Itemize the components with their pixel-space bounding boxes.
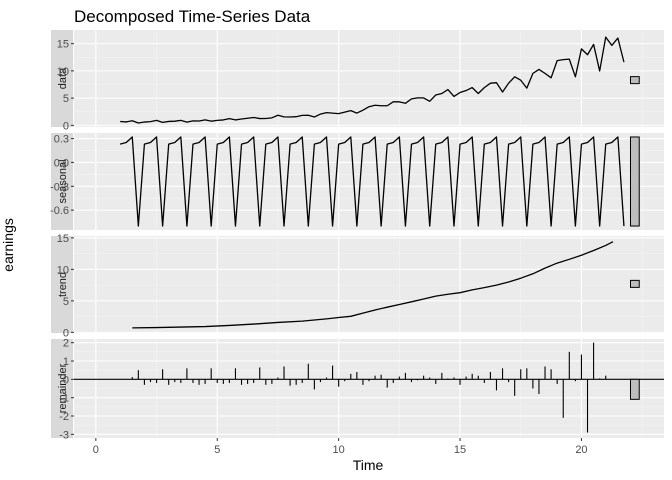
series-line-trend [132,241,614,329]
panel-background [74,133,664,230]
x-axis: 0 5 10 15 20 [93,438,588,456]
series-line-data [120,36,625,124]
chart-title: Decomposed Time-Series Data [74,7,311,26]
y-tick-label: -2 [59,411,69,423]
y-tick-label: 10 [57,264,69,276]
y-tick-label: 15 [57,233,69,245]
strip-remainder [51,339,73,438]
strip-label-data: data [57,67,69,89]
y-tick-label: 0 [63,374,69,386]
x-tick-label: 20 [575,444,587,456]
strip-data [51,30,73,127]
range-bar-seasonal [629,136,640,227]
x-tick-label: 0 [93,444,99,456]
y-tick-label: 5 [63,296,69,308]
y-tick-label: 2 [63,338,69,350]
panel-background [74,236,664,333]
strip-seasonal [51,133,73,230]
range-bar-trend [629,279,640,288]
y-tick-label: -3 [59,429,69,441]
y-tick-label: 15 [57,39,69,51]
panel-data: data 0 5 10 15 [51,30,664,132]
facet-panels: data051015seasonal-0.6-0.30.00.3trend051… [50,30,664,441]
strip-label-trend: trend [57,272,69,297]
strip-label-seasonal: seasonal [57,159,69,203]
y-tick-label: -1 [59,393,69,405]
y-tick-label: 0 [63,120,69,132]
y-tick-label: 10 [57,66,69,78]
panel-seasonal: seasonal -0.6 -0.3 0.0 0.3 [50,133,664,230]
range-bar-data [629,76,640,85]
y-tick-label: -0.6 [50,205,69,217]
y-tick-label: 5 [63,93,69,105]
y-tick-label: -0.3 [50,181,69,193]
y-axis-title: earnings [0,218,16,272]
y-tick-label: 0.3 [54,134,69,146]
x-tick-label: 10 [333,444,345,456]
panel-remainder: remainder -3 -2 -1 0 1 2 [51,338,664,441]
strip-label-remainder: remainder [57,363,69,413]
strip-trend [51,236,73,333]
x-tick-label: 5 [214,444,220,456]
x-tick-label: 15 [454,444,466,456]
x-axis-title: Time [353,457,384,473]
y-tick-label: 0 [63,327,69,339]
series-line-seasonal [119,136,625,227]
panel-trend: trend 0 5 10 15 [51,233,664,339]
y-tick-label: 0.0 [54,157,69,169]
range-bar-remainder [629,378,640,400]
y-tick-label: 1 [63,356,69,368]
panel-background [74,30,664,127]
